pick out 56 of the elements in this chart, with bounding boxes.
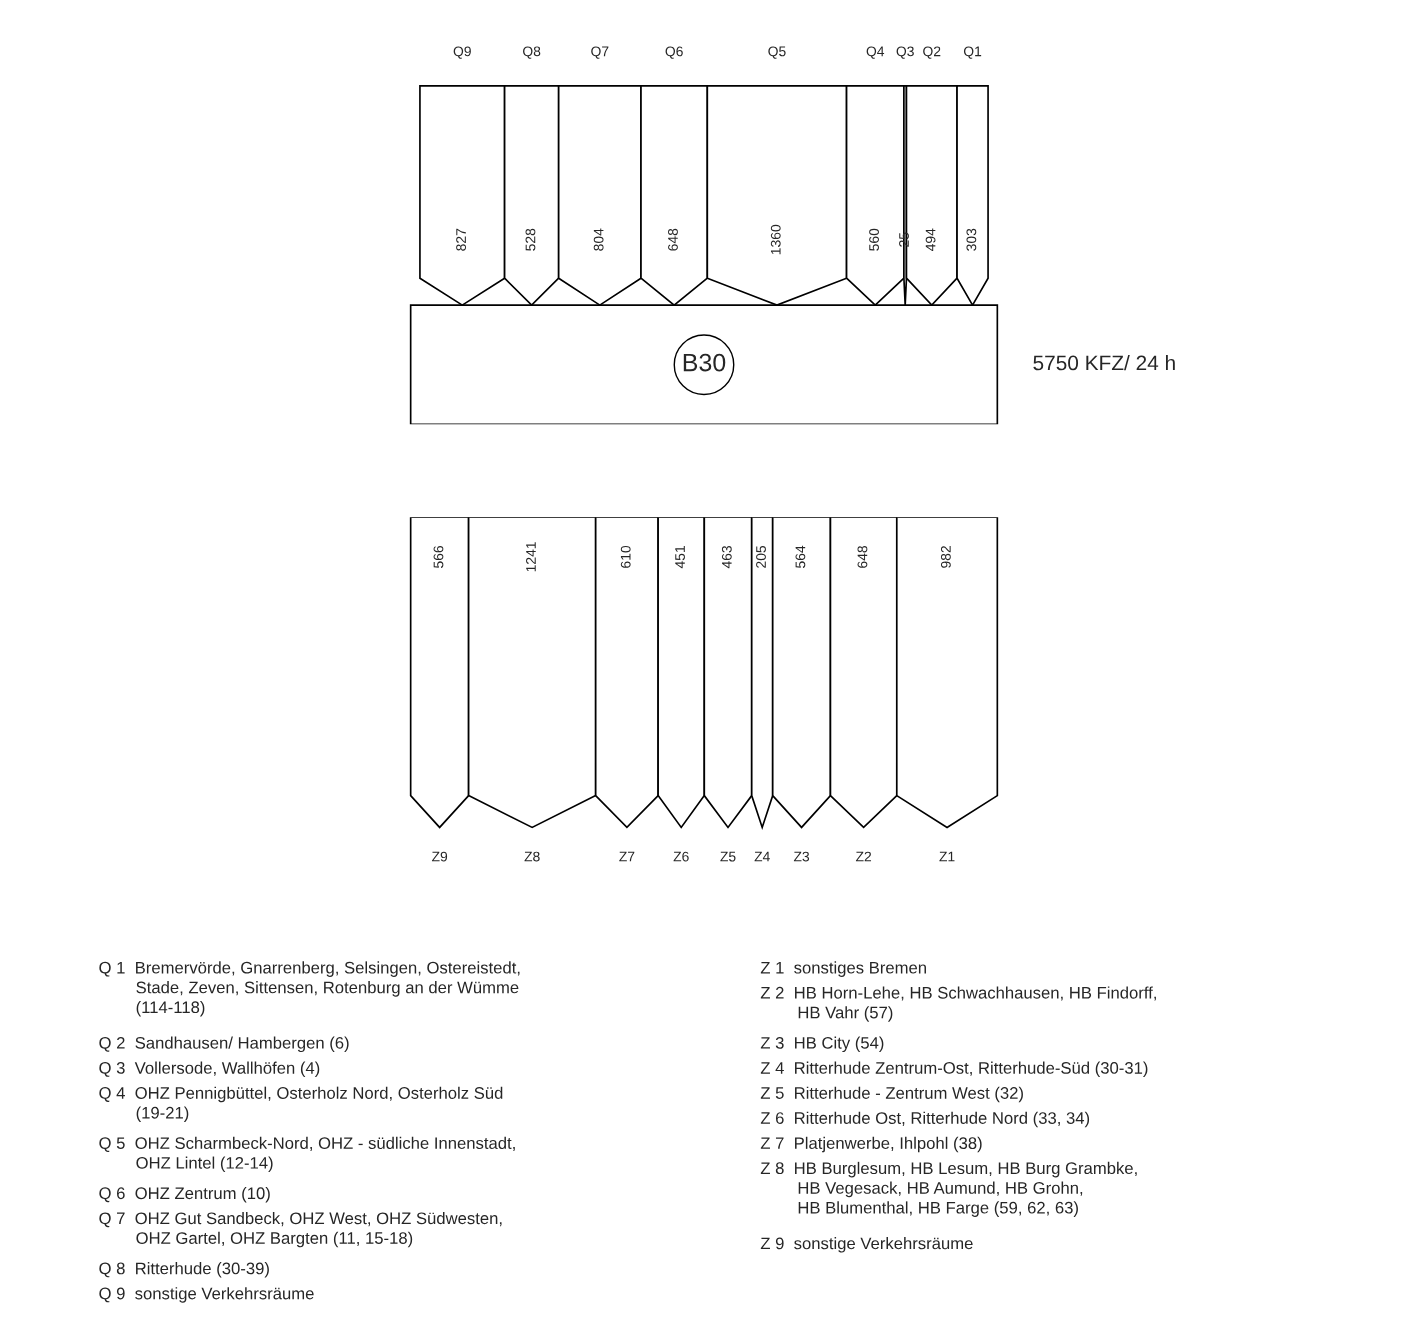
text: 5750 KFZ/ 24 h: [1033, 355, 1175, 371]
text: Q 2 Sandhausen/ Hambergen (6): [99, 1036, 349, 1053]
data-label: 648: [668, 228, 678, 251]
text: Z 6 Ritterhude Ost, Ritterhude Nord (33, 34): [760, 1111, 1090, 1128]
category-label: Z9: [431, 851, 448, 862]
text: B30: [683, 353, 726, 372]
category-label: Z8: [524, 851, 540, 862]
text: Z 7 Platjenwerbe, Ihlpohl (38): [760, 1136, 982, 1153]
text: Z 1 sonstiges Bremen: [760, 961, 926, 977]
category-label: Q7: [591, 46, 609, 59]
category-label: Z4: [754, 851, 770, 862]
category-label: Q1: [963, 46, 982, 59]
category-label: Q5: [768, 46, 786, 59]
data-label: 610: [620, 545, 631, 568]
text: Z 8 HB Burglesum, HB Lesum, HB Burg Grambke, HB Vegesack, HB Aumund, HB Grohn, HB Blumenthal, HB Farge (59, 62, 63): [760, 1161, 1137, 1217]
category-label: Q9: [453, 46, 471, 59]
data-label: 827: [456, 228, 466, 251]
data-label: 648: [857, 545, 868, 568]
text: Q 5 OHZ Scharmbeck-Nord, OHZ - südliche Innenstadt, OHZ Lintel (12-14): [99, 1136, 515, 1173]
data-label: 463: [721, 545, 732, 569]
category-label: Z6: [673, 851, 689, 862]
text: Z 4 Ritterhude Zentrum-Ost, Ritterhude-Süd (30-31): [760, 1061, 1148, 1078]
category-label: Q8: [523, 46, 541, 59]
data-label: 528: [525, 228, 536, 251]
text: Z 5 Ritterhude - Zentrum West (32): [760, 1086, 1023, 1103]
text: Q 1 Bremervörde, Gnarrenberg, Selsingen, Ostereistedt, Stade, Zeven, Sittensen, Rotenburg an der Wümme (114-118): [99, 961, 520, 1017]
data-label: 804: [593, 228, 604, 251]
category-label: Q6: [665, 46, 683, 59]
data-label: 566: [433, 545, 444, 568]
category-label: Q3: [896, 46, 914, 59]
data-label: 1360: [770, 224, 781, 255]
category-label: Z2: [855, 851, 872, 862]
data-label: 451: [675, 546, 685, 569]
text: Q 7 OHZ Gut Sandbeck, OHZ West, OHZ Südwesten, OHZ Gartel, OHZ Bargten (11, 15-18): [99, 1211, 502, 1248]
text: Z 2 HB Horn-Lehe, HB Schwachhausen, HB Findorff, HB Vahr (57): [760, 986, 1156, 1022]
text: Q 8 Ritterhude (30-39): [99, 1262, 269, 1278]
data-label: 1241: [526, 542, 536, 572]
text: Z 3 HB City (54): [760, 1036, 884, 1053]
data-label: 982: [940, 546, 951, 568]
data-label: 25: [899, 232, 909, 247]
text: Q 9 sonstige Verkehrsräume: [99, 1287, 314, 1303]
category-label: Z3: [793, 851, 810, 862]
category-label: Z5: [720, 851, 736, 862]
category-label: Q2: [923, 46, 941, 59]
data-label: 494: [925, 228, 936, 252]
data-label: 303: [966, 228, 977, 251]
text: Q 3 Vollersode, Wallhöfen (4): [99, 1061, 320, 1078]
data-label: 560: [869, 228, 879, 251]
data-label: 564: [795, 545, 806, 568]
data-label: 205: [756, 545, 766, 568]
text: Z 9 sonstige Verkehrsräume: [760, 1237, 973, 1253]
category-label: Z1: [939, 851, 955, 862]
category-label: Z7: [619, 851, 635, 862]
category-label: Q4: [866, 46, 885, 59]
text: Q 4 OHZ Pennigbüttel, Osterholz Nord, Osterholz Süd (19-21): [99, 1086, 503, 1122]
text: Q 6 OHZ Zentrum (10): [99, 1186, 270, 1203]
